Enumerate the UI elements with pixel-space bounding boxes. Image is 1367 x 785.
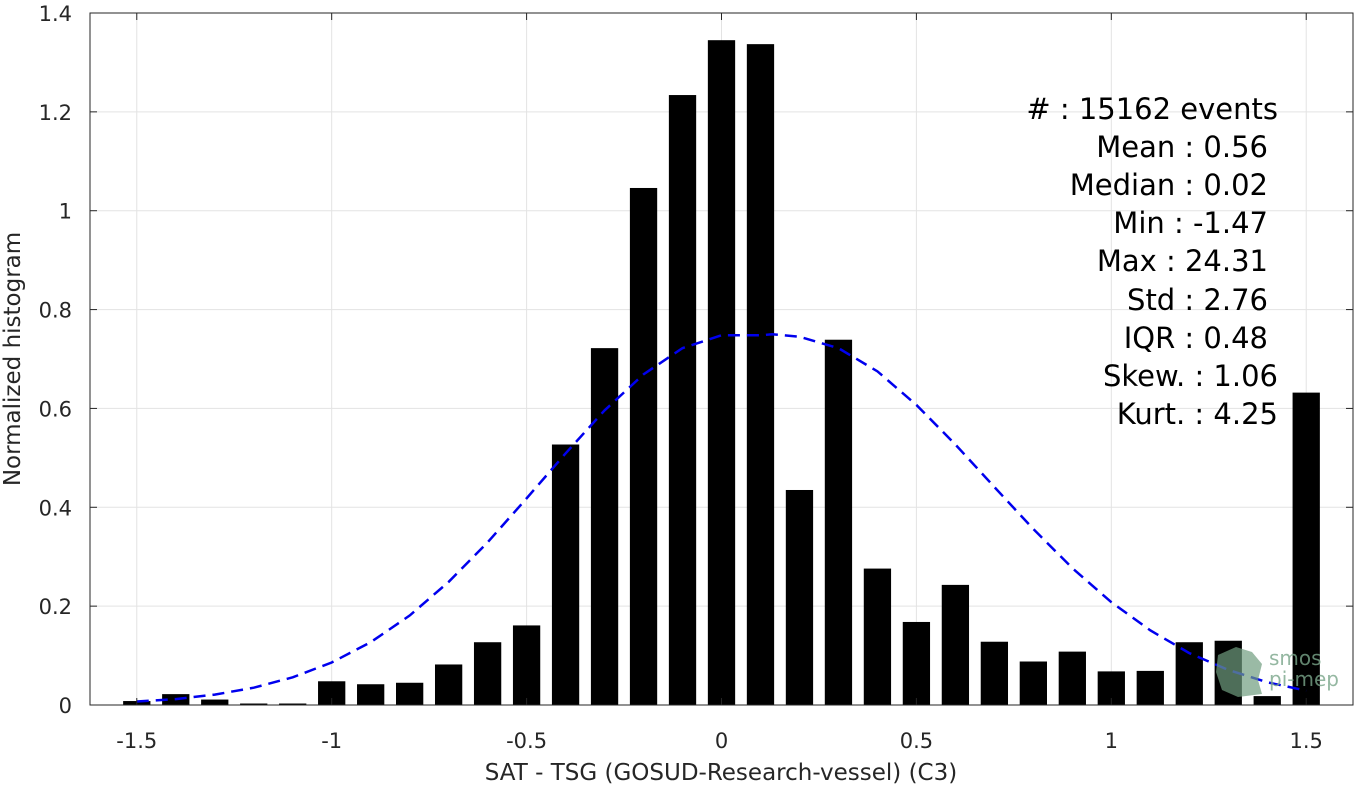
x-tick-label: -1 (321, 729, 342, 753)
histogram-bar (824, 339, 853, 705)
histogram-bar (629, 187, 658, 705)
histogram-bar (980, 641, 1009, 705)
stat-iqr: IQR : 0.48 (1124, 321, 1268, 355)
histogram-bar (668, 95, 697, 705)
histogram-bar (902, 621, 931, 705)
stat-mean: Mean : 0.56 (1096, 130, 1268, 164)
histogram-bar (201, 699, 229, 705)
histogram-bar (240, 703, 268, 705)
statistics-annotation: # : 15162 events Mean : 0.56 Median : 0.… (1026, 92, 1278, 431)
histogram-bar (1058, 651, 1086, 705)
logo-text-pimep: pi-mep (1269, 667, 1339, 691)
stat-max: Max : 24.31 (1097, 244, 1268, 278)
histogram-bar (396, 682, 424, 705)
x-tick-label: -1.5 (116, 729, 157, 753)
histogram-bar (279, 703, 307, 705)
stat-skew: Skew. : 1.06 (1103, 359, 1278, 393)
stat-count: # : 15162 events (1026, 92, 1278, 126)
smos-pimep-logo: smos pi-mep (1216, 646, 1339, 697)
x-tick-label: 0 (715, 729, 728, 753)
histogram-bar (512, 625, 541, 705)
x-tick-label: 1.5 (1290, 729, 1323, 753)
histogram-bar (318, 681, 346, 705)
stat-std: Std : 2.76 (1127, 283, 1268, 317)
histogram-bar (1292, 392, 1320, 705)
x-tick-label: 0.5 (900, 729, 933, 753)
histogram-bar (1019, 661, 1047, 705)
histogram-bar (1136, 670, 1164, 705)
histogram-bar (434, 664, 463, 705)
y-axis-ticks: 0 0.2 0.4 0.6 0.8 1 1.2 1.4 (39, 2, 1353, 718)
x-axis-label: SAT - TSG (GOSUD-Research-vessel) (C3) (485, 760, 957, 785)
y-tick-label: 0 (59, 694, 72, 718)
x-axis-ticks: -1.5 -1 -0.5 0 0.5 1 1.5 (116, 13, 1323, 753)
y-tick-label: 0.8 (39, 299, 72, 323)
y-tick-label: 0.4 (39, 496, 72, 520)
histogram-bar (1253, 696, 1281, 705)
histogram-bar (785, 489, 814, 705)
x-tick-label: 1 (1105, 729, 1118, 753)
x-tick-label: -0.5 (506, 729, 547, 753)
y-axis-label: Normalized histogram (0, 232, 26, 486)
stat-median: Median : 0.02 (1070, 168, 1268, 202)
stat-kurt: Kurt. : 4.25 (1117, 397, 1278, 431)
y-tick-label: 1.4 (39, 2, 72, 26)
histogram-bar (551, 444, 580, 705)
histogram-bar (357, 684, 385, 705)
histogram-bar (863, 568, 892, 705)
stat-min: Min : -1.47 (1113, 206, 1268, 240)
histogram-bar (707, 40, 736, 705)
histogram-bar (746, 44, 775, 705)
histogram-bar (941, 584, 970, 705)
y-tick-label: 0.6 (39, 397, 72, 421)
histogram-bar (1175, 642, 1203, 705)
y-tick-label: 1 (59, 200, 72, 224)
histogram-bars (123, 40, 1320, 705)
y-tick-label: 1.2 (39, 101, 72, 125)
histogram-bar (473, 642, 502, 705)
y-tick-label: 0.2 (39, 595, 72, 619)
gaussian-fit-curve (136, 333, 1307, 703)
gaussian-fit-line (136, 333, 1307, 703)
logo-map-icon (1216, 647, 1262, 697)
logo-text-smos: smos (1269, 646, 1322, 670)
histogram-bar (590, 348, 619, 705)
